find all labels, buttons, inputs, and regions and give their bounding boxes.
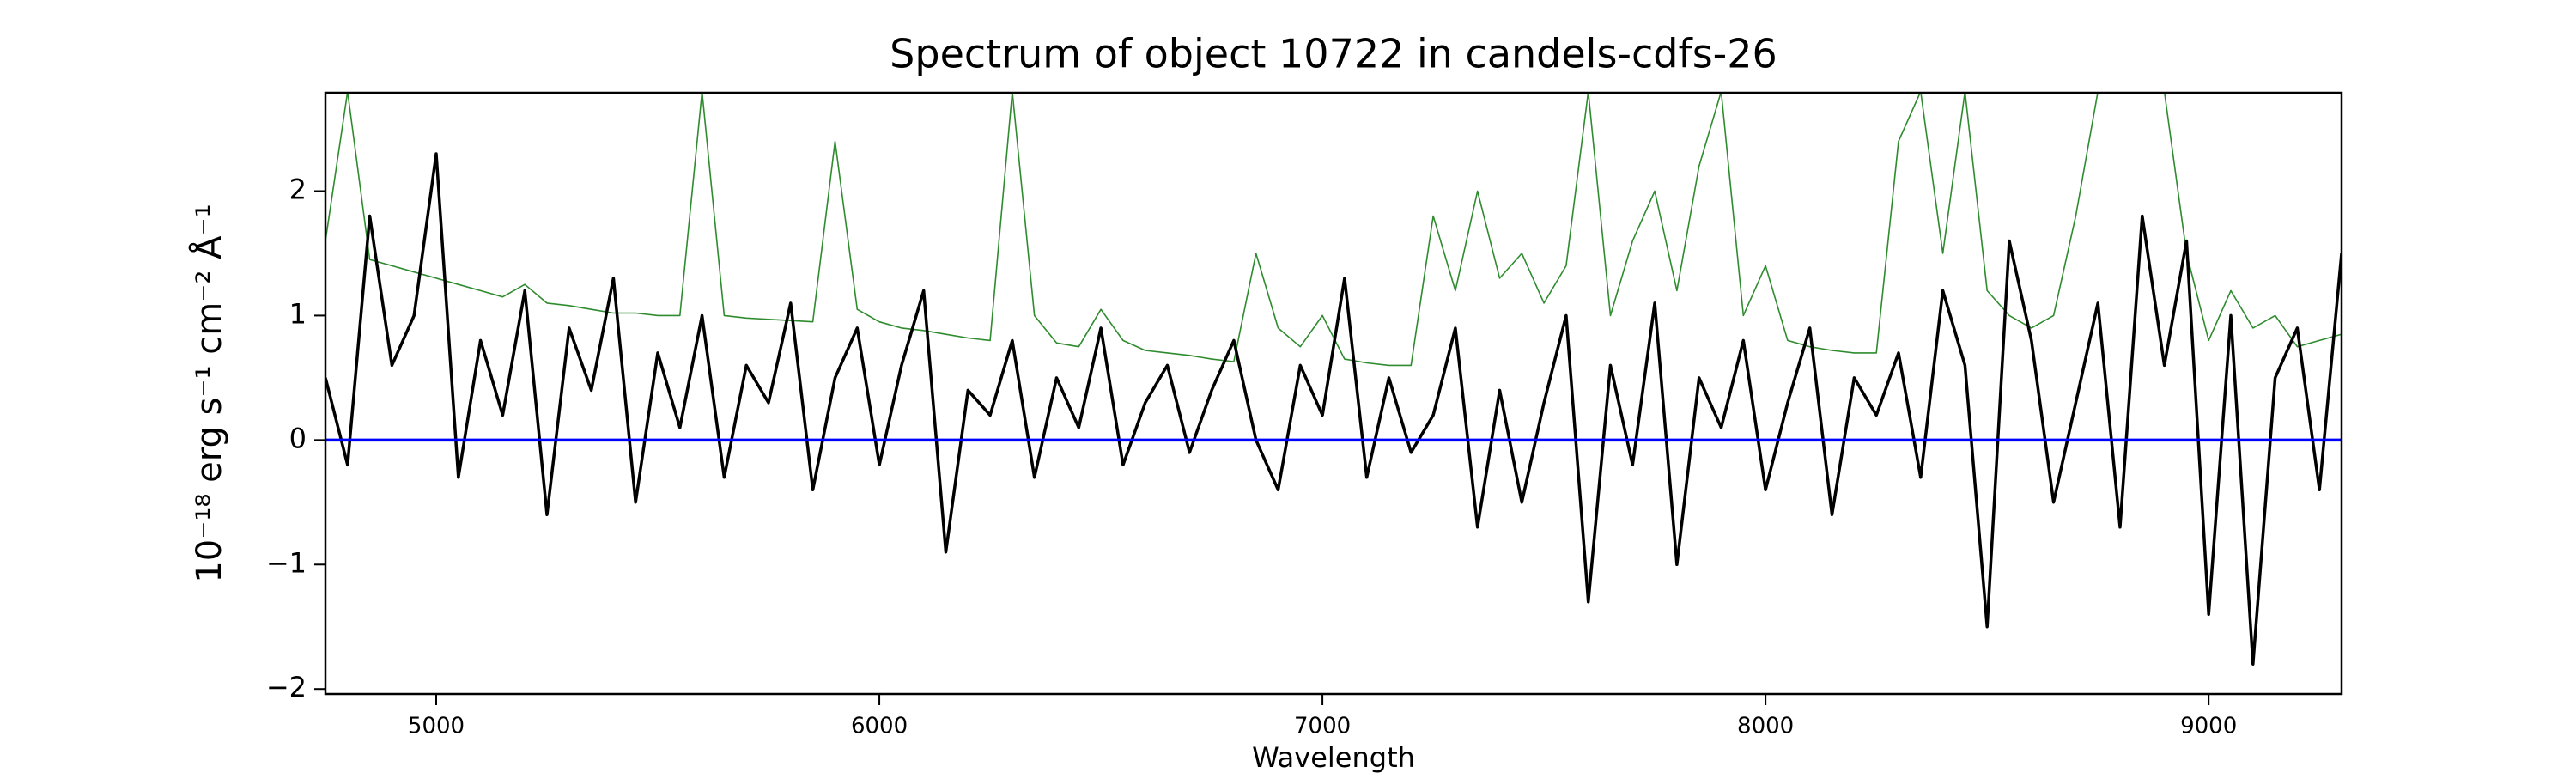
y-tick-label: 1 xyxy=(289,297,307,330)
y-tick-label: 2 xyxy=(289,173,307,205)
plot-frame xyxy=(324,91,2343,696)
chart-title: Spectrum of object 10722 in candels-cdfs… xyxy=(890,31,1777,77)
x-tick-label: 7000 xyxy=(1294,714,1351,740)
spectrum-line xyxy=(325,152,2342,666)
y-tick-label: −1 xyxy=(266,546,307,579)
y-tick-label: −2 xyxy=(266,671,307,703)
x-tick-label: 5000 xyxy=(408,714,465,740)
y-tick-label: 0 xyxy=(289,422,307,454)
y-axis-label: 10⁻¹⁸ erg s⁻¹ cm⁻² Å⁻¹ xyxy=(188,204,229,582)
x-axis-label: Wavelength xyxy=(1252,741,1415,773)
plot-area xyxy=(325,93,2342,666)
x-tick-label: 9000 xyxy=(2180,714,2237,740)
x-tick-label: 8000 xyxy=(1737,714,1794,740)
x-tick-label: 6000 xyxy=(851,714,908,740)
